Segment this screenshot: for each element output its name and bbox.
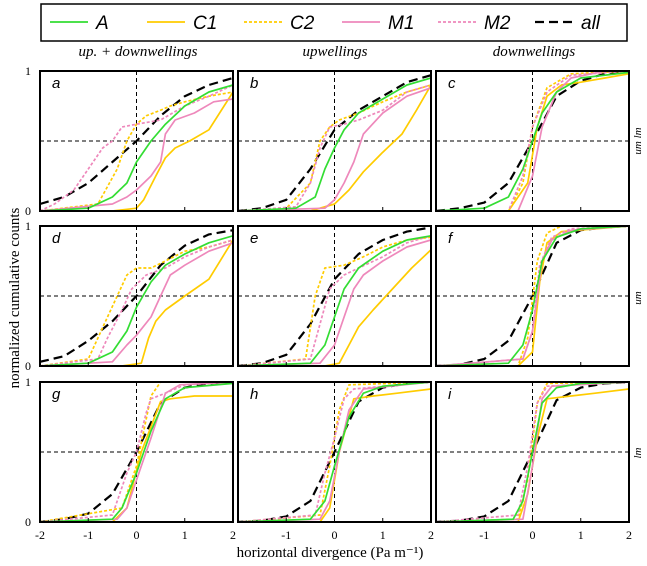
x-tick-label: 0 — [332, 528, 338, 542]
x-tick-label: 1 — [380, 528, 386, 542]
series-line-A-i — [436, 382, 629, 522]
panel-c: c — [435, 70, 630, 212]
series-group-h — [238, 382, 431, 522]
series-line-C2-i — [436, 382, 629, 522]
y-axis-label: normalized cumulative counts — [7, 207, 23, 388]
series-line-A-h — [238, 382, 431, 522]
series-line-M1-d — [40, 241, 233, 366]
panel-letter-a: a — [52, 75, 60, 92]
column-title-2: upwellings — [302, 44, 367, 60]
series-line-C2-e — [238, 236, 431, 366]
x-tick-label: -1 — [83, 528, 93, 542]
series-line-A-g — [40, 382, 233, 522]
panel-a: a — [39, 70, 234, 212]
series-line-M2-b — [238, 84, 431, 211]
panel-b: b — [237, 70, 432, 212]
series-group-f — [436, 226, 629, 366]
x-tick-label: -1 — [479, 528, 489, 542]
x-tick-label: 0 — [530, 528, 536, 542]
series-line-A-f — [436, 226, 629, 366]
column-title-3: downwellings — [493, 44, 576, 60]
series-line-M2-e — [238, 234, 431, 366]
ytick-row2-top: 1 — [25, 219, 31, 233]
series-line-A-a — [40, 84, 233, 211]
series-line-all-e — [238, 226, 431, 366]
series-group-c — [436, 71, 629, 211]
legend-label-A: A — [95, 13, 109, 34]
panel-letter-d: d — [52, 230, 61, 247]
x-tick-labels: -2 -1 0 1 2 -1 0 1 2 -1 0 1 2 — [35, 528, 632, 542]
panel-letter-g: g — [52, 386, 61, 403]
series-line-M1-g — [40, 382, 233, 522]
series-line-A-e — [238, 234, 431, 366]
x-tick-label: -2 — [35, 528, 45, 542]
ytick-row1-top: 1 — [25, 64, 31, 78]
series-line-A-c — [436, 71, 629, 211]
panel-d: d — [39, 225, 234, 367]
series-line-A-d — [40, 234, 233, 366]
row-label-3: lm — [632, 447, 644, 458]
panel-f: f — [435, 225, 630, 367]
series-group-g — [40, 382, 233, 522]
panel-letter-i: i — [448, 386, 452, 403]
series-line-M2-c — [436, 71, 629, 211]
x-tick-label: 1 — [182, 528, 188, 542]
series-line-C1-i — [436, 388, 629, 522]
series-line-M2-d — [40, 239, 233, 366]
row-label-2: um — [632, 291, 644, 305]
panels: a b c d e f g h i — [39, 70, 630, 523]
series-group-a — [40, 76, 233, 211]
legend: A C1 C2 M1 M2 all — [40, 3, 628, 42]
panel-letter-b: b — [250, 75, 258, 92]
series-line-C2-b — [238, 84, 431, 211]
series-line-M1-a — [40, 98, 233, 211]
x-axis-label: horizontal divergence (Pa m⁻¹) — [237, 545, 424, 561]
x-tick-label: 2 — [230, 528, 236, 542]
series-group-i — [436, 382, 629, 522]
ytick-row2-bottom: 0 — [25, 359, 31, 373]
x-tick-label: 1 — [578, 528, 584, 542]
panel-e: e — [237, 225, 432, 367]
legend-label-all: all — [581, 13, 601, 34]
series-line-M2-f — [436, 226, 629, 366]
series-line-all-a — [40, 76, 233, 206]
series-group-b — [238, 74, 431, 211]
series-line-all-b — [238, 74, 431, 211]
series-line-C2-a — [40, 91, 233, 211]
x-tick-label: 0 — [134, 528, 140, 542]
panel-letter-h: h — [250, 386, 258, 403]
legend-entries: A C1 C2 M1 M2 all — [50, 13, 601, 34]
series-line-C1-a — [40, 91, 233, 211]
series-line-M1-c — [436, 71, 629, 211]
series-line-all-d — [40, 229, 233, 363]
ytick-row3-bottom: 0 — [25, 515, 31, 529]
panel-h: h — [237, 381, 432, 523]
series-line-M2-g — [40, 382, 233, 522]
ytick-row3-top: 1 — [25, 375, 31, 389]
legend-label-M1: M1 — [388, 13, 414, 34]
series-line-M1-b — [238, 86, 431, 211]
column-title-1: up. + downwellings — [79, 44, 198, 60]
series-line-A-b — [238, 77, 431, 211]
panel-letter-c: c — [448, 75, 456, 92]
panel-g: g — [39, 381, 234, 523]
series-line-M1-e — [238, 239, 431, 366]
legend-box — [40, 3, 628, 42]
panel-letter-e: e — [250, 230, 258, 247]
ytick-row1-bottom: 0 — [25, 204, 31, 218]
panel-letter-f: f — [448, 230, 454, 247]
legend-label-C2: C2 — [290, 13, 315, 34]
row-label-1: um lm — [632, 127, 644, 154]
series-line-C1-c — [436, 72, 629, 211]
panel-i: i — [435, 381, 630, 523]
x-tick-label: 2 — [626, 528, 632, 542]
x-tick-label: -1 — [281, 528, 291, 542]
x-tick-label: 2 — [428, 528, 434, 542]
series-line-M2-h — [238, 382, 431, 522]
legend-label-M2: M2 — [484, 13, 511, 34]
legend-label-C1: C1 — [193, 13, 217, 34]
